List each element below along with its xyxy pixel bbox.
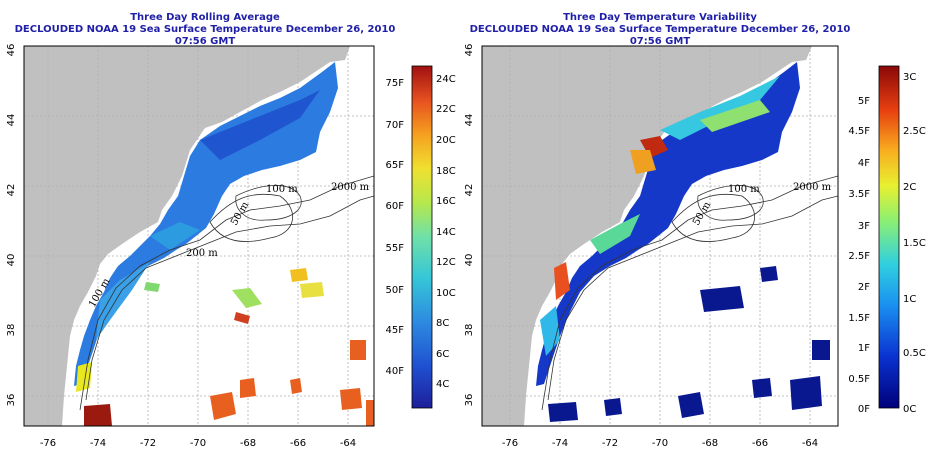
right-cbar-f: 1F [858,343,870,354]
right-y-tick: 42 [464,184,475,197]
right-cbar-f: 2F [858,282,870,293]
left-cbar-f: 45F [386,325,405,336]
right-title-sub: DECLOUDED NOAA 19 Sea Surface Temperatur… [469,24,851,47]
left-x-tick: -76 [40,438,56,449]
left-cbar-c: 14C [436,227,456,238]
left-shelf-water [74,62,338,386]
left-y-tick: 38 [6,324,17,337]
right-cbar-f: 4.5F [848,126,870,137]
left-contour-label-2000: 2000 m [331,182,370,193]
left-cbar-f: 55F [386,243,405,254]
right-frame [481,45,839,427]
left-colorbar [411,65,433,409]
left-cbar-c: 12C [436,257,456,268]
left-contour-label-200: 200 m [186,248,218,259]
right-title-main: Three Day Temperature Variability [563,12,757,23]
left-y-tick: 40 [6,254,17,267]
right-x-tick: -66 [752,438,768,449]
left-cbar-f: 75F [386,78,405,89]
right-cbar-c: 3C [903,72,916,83]
right-cbar-f: 4F [858,158,870,169]
right-y-tick: 38 [464,324,475,337]
right-cbar-c: 1C [903,294,916,305]
left-contours [79,175,374,411]
left-x-tick: -72 [140,438,156,449]
left-contour-label-100: 100 m [266,184,298,195]
right-cbar-c: 2C [903,182,916,193]
right-cbar-f: 0.5F [848,374,870,385]
left-title-sub: DECLOUDED NOAA 19 Sea Surface Temperatur… [14,24,396,47]
left-cbar-c: 16C [436,196,456,207]
right-title: Three Day Temperature Variability DECLOU… [455,12,865,48]
right-cbar-f: 3F [858,221,870,232]
right-cbar-f: 5F [858,96,870,107]
right-y-tick: 46 [464,44,475,57]
left-cbar-c: 10C [436,288,456,299]
right-land [482,46,812,426]
right-cbar-c: 0C [903,404,916,415]
left-title: Three Day Rolling Average DECLOUDED NOAA… [10,12,400,48]
left-colorbar-f-labels: 75F 70F 65F 60F 55F 50F 45F 40F [386,78,405,377]
right-y-tick: 44 [464,114,475,127]
left-cbar-c: 8C [436,318,449,329]
left-y-tick: 46 [6,44,17,57]
right-map: 2000 m 100 m 50 m [482,46,838,426]
right-colorbar [878,65,900,409]
right-x-tick: -72 [602,438,618,449]
right-x-tick: -64 [802,438,818,449]
right-x-tick: -76 [502,438,518,449]
right-y-axis: 46 44 42 40 38 36 [464,44,475,407]
left-cbar-c: 22C [436,104,456,115]
right-x-tick: -68 [702,438,718,449]
right-colorbar-f-labels: 5F 4.5F 4F 3.5F 3F 2.5F 2F 1.5F 1F 0.5F … [848,96,870,415]
right-y-tick: 40 [464,254,475,267]
left-grid [24,46,374,426]
left-y-tick: 42 [6,184,17,197]
left-y-tick: 36 [6,394,17,407]
left-map: 2000 m 100 m 50 m 200 m 100 m [24,46,374,426]
right-contour-label-2000: 2000 m [793,182,832,193]
right-cbar-f: 2.5F [848,251,870,262]
right-x-tick: -70 [652,438,668,449]
left-frame [23,45,375,427]
left-cbar-f: 50F [386,285,405,296]
right-cbar-c: 0.5C [903,348,926,359]
left-cbar-c: 4C [436,379,449,390]
left-title-main: Three Day Rolling Average [130,12,280,23]
right-x-axis: -76 -74 -72 -70 -68 -66 -64 [502,438,818,449]
left-cbar-f: 40F [386,366,405,377]
left-cbar-f: 70F [386,120,405,131]
left-x-tick: -68 [240,438,256,449]
right-cbar-f: 3.5F [848,189,870,200]
left-cbar-c: 24C [436,74,456,85]
left-cbar-c: 20C [436,135,456,146]
left-cbar-f: 60F [386,201,405,212]
right-cbar-f: 0F [858,404,870,415]
right-contour-label-100: 100 m [728,184,760,195]
left-x-tick: -64 [340,438,356,449]
left-y-axis: 46 44 42 40 38 36 [6,44,17,407]
left-y-tick: 44 [6,114,17,127]
left-x-tick: -66 [290,438,306,449]
right-cbar-c: 1.5C [903,238,926,249]
right-shelf-water [536,62,800,386]
left-cbar-f: 65F [386,160,405,171]
right-cbar-c: 2.5C [903,126,926,137]
right-contours [541,175,838,411]
left-cbar-c: 6C [436,349,449,360]
right-x-tick: -74 [552,438,568,449]
left-x-axis: -76 -74 -72 -70 -68 -66 -64 [40,438,356,449]
left-cbar-c: 18C [436,166,456,177]
right-y-tick: 36 [464,394,475,407]
right-cbar-f: 1.5F [848,313,870,324]
left-x-tick: -74 [90,438,106,449]
left-land [24,46,350,426]
right-colorbar-c-labels: 3C 2.5C 2C 1.5C 1C 0.5C 0C [903,72,926,415]
left-colorbar-c-labels: 24C 22C 20C 18C 16C 14C 12C 10C 8C 6C 4C [436,74,456,390]
left-x-tick: -70 [190,438,206,449]
